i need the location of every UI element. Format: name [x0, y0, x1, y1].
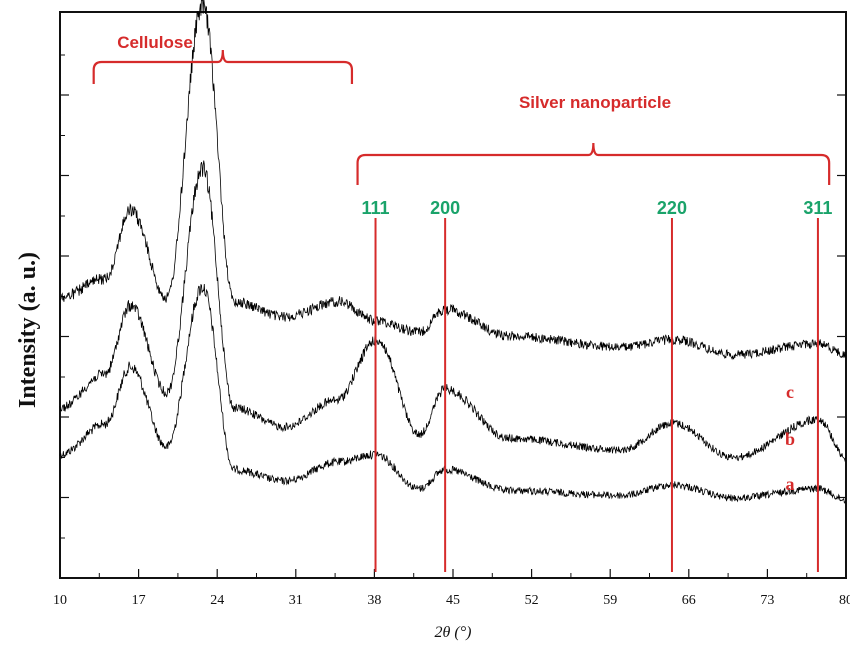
- x-tick-label: 73: [760, 593, 774, 608]
- x-tick-label: 80: [839, 593, 850, 608]
- series-b-line: [59, 160, 847, 462]
- x-tick-label: 38: [367, 593, 381, 608]
- y-axis-title: Intensity (a. u.): [15, 252, 41, 408]
- series-label-a: a: [786, 474, 795, 494]
- y-axis-ticks: [60, 54, 846, 579]
- series-c-line: [59, 0, 847, 361]
- x-tick-label: 52: [525, 593, 539, 608]
- series-label-c: c: [786, 382, 794, 402]
- cellulose-label: Cellulose: [117, 33, 193, 52]
- x-axis-ticks: 10 17 24 31 38 45 52 59 66 73 80: [53, 569, 850, 608]
- x-tick-label: 31: [289, 593, 303, 608]
- x-tick-label: 24: [210, 593, 224, 608]
- x-tick-label: 45: [446, 593, 460, 608]
- plane-label-220: 220: [657, 198, 687, 218]
- reference-lines: [374, 218, 819, 572]
- x-tick-label: 10: [53, 593, 67, 608]
- silver-nanoparticle-label: Silver nanoparticle: [519, 93, 671, 112]
- silver-bracket: [356, 142, 831, 185]
- plot-frame: [59, 11, 847, 579]
- series-label-b: b: [785, 429, 795, 449]
- x-axis-title: 2θ (°): [435, 624, 472, 641]
- x-tick-label: 59: [603, 593, 617, 608]
- xrd-traces: [59, 0, 847, 504]
- plane-label-111: 111: [361, 198, 389, 218]
- plane-label-200: 200: [430, 198, 460, 218]
- chart-labels: 111 200 220 311 Cellulose Silver nanoparticle…: [117, 33, 832, 494]
- cellulose-bracket: [92, 49, 354, 84]
- annotation-brackets: [92, 49, 831, 185]
- x-tick-label: 66: [682, 593, 696, 608]
- x-tick-label: 17: [132, 593, 146, 608]
- plane-label-311: 311: [803, 198, 832, 218]
- series-a-line: [59, 283, 847, 504]
